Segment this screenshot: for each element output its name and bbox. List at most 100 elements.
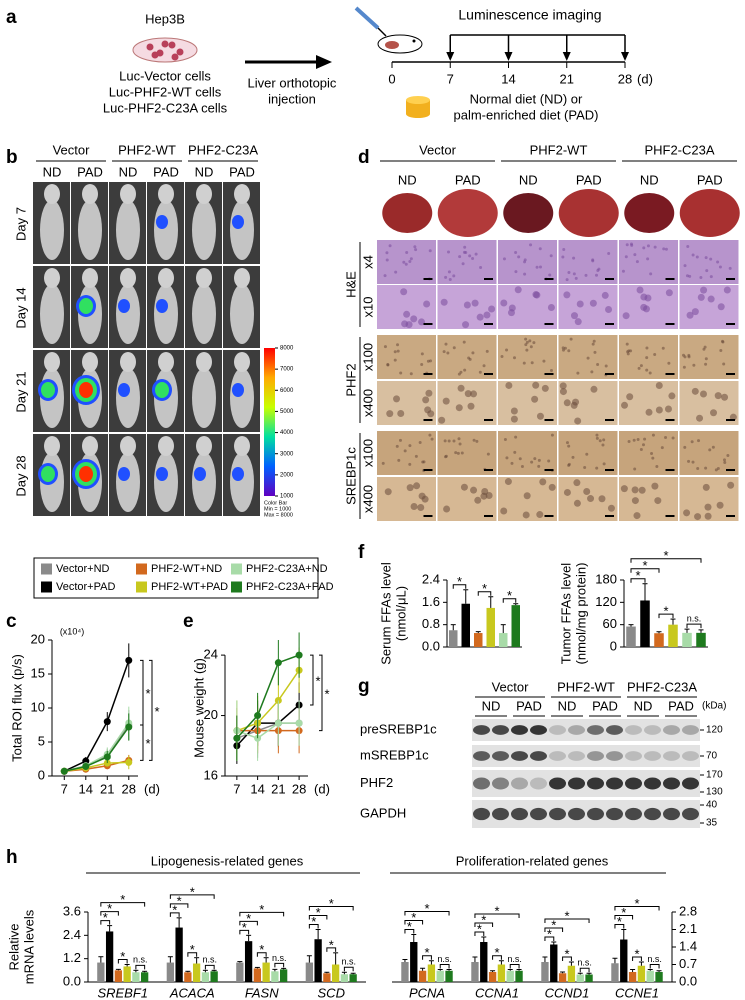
mouse-head	[234, 268, 250, 288]
histology-image	[377, 335, 436, 379]
blot-image	[472, 770, 700, 797]
blot-label: GAPDH	[360, 805, 406, 820]
band	[625, 751, 642, 761]
nucleus	[627, 349, 631, 353]
nucleus	[443, 439, 447, 443]
bar	[506, 970, 514, 982]
bar	[331, 964, 340, 982]
nucleus	[645, 346, 649, 350]
mouse-body	[154, 200, 178, 260]
nucleus	[462, 340, 466, 344]
diet-icon	[406, 96, 430, 104]
mouse-body	[230, 200, 254, 260]
mouse-icon	[377, 34, 423, 54]
mouse-body	[40, 200, 64, 260]
histology-image	[679, 381, 739, 425]
nucleus	[716, 501, 724, 509]
nucleus	[704, 357, 708, 361]
point	[254, 712, 262, 720]
significance-bracket	[239, 920, 258, 926]
stain-label: H&E	[343, 271, 358, 298]
band	[511, 751, 528, 761]
histology-image	[619, 431, 678, 475]
diet-header: PAD	[576, 172, 602, 187]
y-tick-label: 15	[31, 665, 45, 680]
cell-icon	[151, 51, 159, 59]
y-tick-label: 60	[603, 616, 617, 631]
bar	[567, 965, 576, 982]
nucleus	[668, 392, 676, 400]
bar	[427, 964, 436, 982]
y-tick-label: 24	[204, 647, 218, 662]
nucleus	[571, 455, 575, 459]
nucleus	[480, 492, 488, 500]
band	[511, 777, 528, 790]
nucleus	[586, 356, 590, 360]
y-tick-label: 2.8	[679, 903, 697, 918]
nucleus	[533, 457, 537, 461]
mouse-head	[158, 352, 174, 372]
nucleus	[655, 464, 659, 468]
nucleus	[595, 433, 599, 437]
blot-label: mSREBP1c	[360, 747, 429, 762]
nucleus	[601, 291, 609, 299]
significance-bracket	[274, 962, 285, 968]
nucleus	[639, 448, 643, 452]
nucleus	[410, 503, 418, 511]
bar	[445, 970, 453, 982]
nucleus	[621, 269, 625, 273]
nucleus	[695, 255, 699, 259]
bar	[628, 972, 637, 982]
blot-image	[472, 745, 700, 767]
nucleus	[574, 417, 582, 425]
liver-image	[558, 189, 619, 237]
band	[606, 751, 623, 761]
nucleus	[590, 370, 594, 374]
y-axis-label: (nmol/μL)	[393, 586, 408, 641]
y-tick-label: 0.7	[679, 956, 697, 971]
significance-bracket	[404, 911, 450, 916]
nucleus	[691, 460, 695, 464]
marker-label: 130	[706, 787, 723, 798]
band	[587, 751, 604, 761]
mouse-head	[120, 184, 136, 204]
stain-label: PHF2	[343, 363, 358, 396]
diet-header: PAD	[153, 164, 179, 179]
nucleus	[418, 492, 426, 500]
point	[125, 758, 133, 766]
nucleus	[573, 499, 581, 507]
nucleus	[399, 371, 403, 375]
bar	[279, 969, 288, 982]
bar	[655, 972, 663, 982]
significance-label: *	[547, 926, 552, 941]
histology-image	[377, 431, 436, 475]
band	[492, 751, 509, 761]
significance-bracket	[319, 654, 323, 732]
x-tick-label: FASN	[245, 985, 279, 1000]
bar	[654, 633, 664, 647]
nucleus	[559, 388, 567, 396]
nucleus	[479, 266, 483, 270]
legend-label: PHF2-C23A+PAD	[246, 581, 334, 593]
nucleus	[559, 382, 567, 390]
bar	[410, 942, 418, 982]
nucleus	[447, 250, 451, 254]
histology-image	[437, 240, 497, 284]
diet-header: PAD	[668, 698, 694, 713]
point	[82, 762, 90, 770]
nucleus	[570, 312, 578, 320]
histology-image	[558, 431, 618, 475]
nucleus	[646, 244, 650, 248]
nucleus	[598, 495, 606, 503]
stain-label: SREBP1c	[343, 447, 358, 505]
significance-bracket	[452, 584, 467, 589]
nucleus	[529, 243, 533, 247]
panel-label: b	[6, 147, 18, 168]
bar	[184, 972, 192, 982]
x-tick-label: SCD	[318, 985, 345, 1000]
nucleus	[538, 265, 542, 269]
x-tick-label: SREBF1	[97, 985, 148, 1000]
bar	[541, 962, 549, 982]
bar	[253, 968, 262, 982]
mouse-body	[154, 284, 178, 344]
